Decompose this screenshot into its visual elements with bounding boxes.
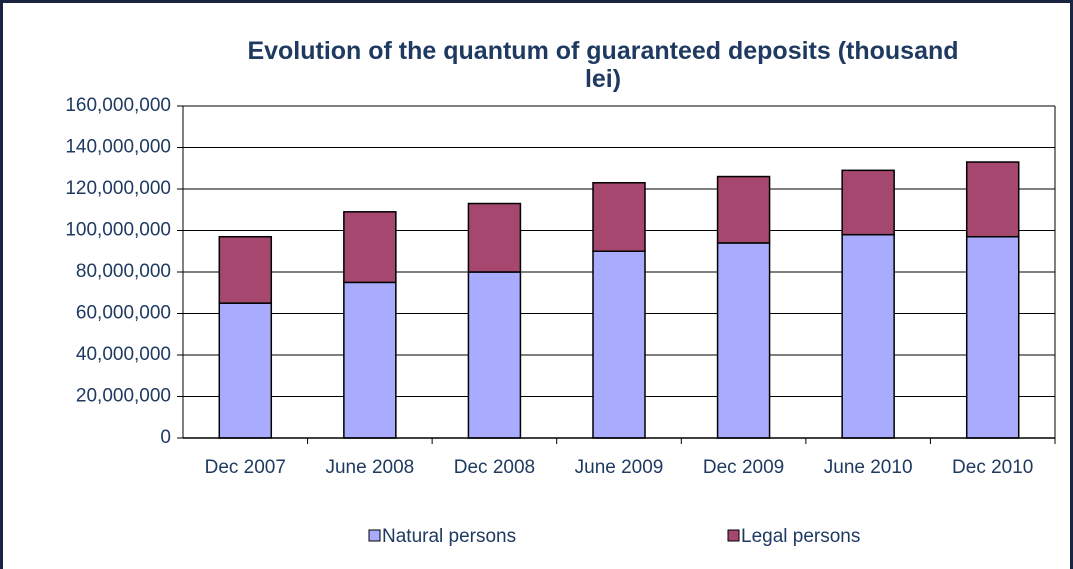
- x-tick-label: Dec 2007: [205, 457, 286, 478]
- y-tick-label: 120,000,000: [65, 178, 171, 199]
- bar-segment: [218, 235, 273, 304]
- x-tick-label: Dec 2008: [454, 457, 535, 478]
- y-tick-label: 20,000,000: [76, 386, 171, 407]
- legend-swatch: [727, 529, 740, 542]
- bar-segment: [716, 242, 771, 439]
- chart-title: Evolution of the quantum of guaranteed d…: [247, 37, 959, 93]
- x-tick-label: June 2009: [575, 457, 664, 478]
- y-tick-label: 100,000,000: [65, 220, 171, 241]
- bar-segment: [841, 233, 895, 439]
- y-tick-label: 160,000,000: [65, 95, 171, 116]
- y-tick-label: 40,000,000: [76, 344, 171, 365]
- bar-segment: [218, 302, 273, 439]
- bar-segment: [343, 281, 397, 439]
- bar-segment: [467, 271, 522, 439]
- y-tick-label: 0: [160, 427, 171, 448]
- plot: 0 20,000,000 40,000,000 60,000,000 80,000,00…: [65, 95, 1056, 547]
- legend-label: Legal persons: [741, 526, 860, 547]
- bar-segment: [965, 235, 1020, 439]
- bar-segment: [841, 169, 895, 236]
- x-tick-label: Dec 2009: [703, 457, 784, 478]
- bar-segment: [592, 250, 646, 439]
- y-tick-label: 140,000,000: [65, 137, 171, 158]
- x-tick-label: June 2008: [325, 457, 414, 478]
- bar-segment: [592, 182, 646, 252]
- x-tick-label: Dec 2010: [952, 457, 1033, 478]
- bar-segment: [343, 211, 397, 284]
- legend-label: Natural persons: [382, 526, 516, 547]
- y-tick-label: 60,000,000: [76, 303, 171, 324]
- bar-segment: [965, 161, 1020, 238]
- bar-segment: [467, 202, 522, 273]
- x-tick-label: June 2010: [824, 457, 913, 478]
- bar-segment: [716, 175, 771, 244]
- legend-swatch: [368, 529, 381, 542]
- y-tick-label: 80,000,000: [76, 261, 171, 282]
